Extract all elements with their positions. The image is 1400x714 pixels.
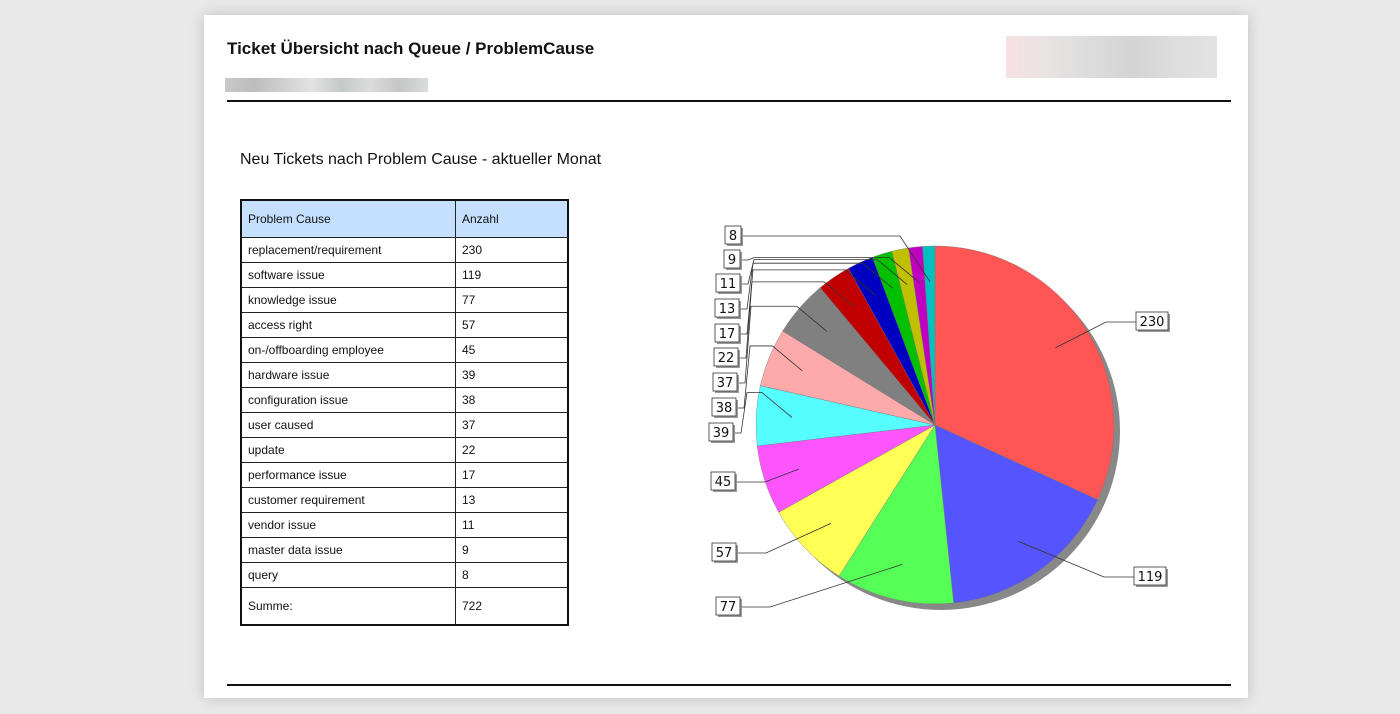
label-leader-line <box>735 468 799 483</box>
data-label-box <box>712 372 738 392</box>
count-cell: 722 <box>455 587 569 626</box>
data-label-box <box>713 347 739 367</box>
table-sum-row: Summe: 722 <box>240 587 569 626</box>
label-leader-line <box>736 522 832 554</box>
data-label: 39 <box>713 426 730 441</box>
label-leader-line <box>733 392 793 434</box>
data-label-box <box>714 298 740 318</box>
count-cell: 38 <box>455 387 569 413</box>
table-row: software issue 119 <box>240 262 569 288</box>
cause-cell: replacement/requirement <box>240 237 456 263</box>
cause-cell: update <box>240 437 456 463</box>
data-label-box <box>724 225 742 245</box>
label-leader-line <box>740 257 920 283</box>
data-label: 22 <box>718 351 735 366</box>
cause-cell: vendor issue <box>240 512 456 538</box>
cause-cell: access right <box>240 312 456 338</box>
pie-slice <box>922 245 936 426</box>
data-label: 8 <box>729 229 737 244</box>
cause-cell: master data issue <box>240 537 456 563</box>
data-label-box <box>708 422 734 442</box>
table-header: Problem Cause Anzahl <box>240 199 569 238</box>
data-label-box <box>710 471 736 491</box>
data-label-box <box>715 273 741 293</box>
data-label-box <box>711 397 737 417</box>
label-leader-line <box>1018 540 1134 578</box>
label-leader-line <box>740 564 903 608</box>
table-row: performance issue 17 <box>240 462 569 488</box>
data-label: 45 <box>715 475 732 490</box>
report-title: Ticket Übersicht nach Queue / ProblemCau… <box>227 39 595 58</box>
data-label-box <box>714 323 740 343</box>
cause-cell: Summe: <box>240 587 456 626</box>
cause-cell: software issue <box>240 262 456 288</box>
label-leader-line <box>740 259 908 285</box>
data-label: 37 <box>717 376 734 391</box>
count-cell: 13 <box>455 487 569 513</box>
table-row: vendor issue 11 <box>240 512 569 538</box>
cause-cell: customer requirement <box>240 487 456 513</box>
data-label: 57 <box>716 546 733 561</box>
count-cell: 119 <box>455 262 569 288</box>
data-label-box <box>1133 566 1167 586</box>
cause-cell: knowledge issue <box>240 287 456 313</box>
count-cell: Anzahl <box>455 199 569 238</box>
label-leader-line <box>737 305 827 384</box>
data-label: 230 <box>1140 315 1165 330</box>
header-divider <box>227 100 1231 102</box>
data-label: 119 <box>1138 570 1163 585</box>
cause-cell: on-/offboarding employee <box>240 337 456 363</box>
redacted-subtitle <box>225 78 428 92</box>
table-row: query 8 <box>240 562 569 588</box>
count-cell: 11 <box>455 512 569 538</box>
cause-cell: performance issue <box>240 462 456 488</box>
footer-divider <box>227 684 1231 686</box>
redacted-logo <box>1006 36 1217 78</box>
cause-cell: configuration issue <box>240 387 456 413</box>
table-row: master data issue 9 <box>240 537 569 563</box>
pie-slice <box>838 424 954 605</box>
data-label: 38 <box>716 401 733 416</box>
count-cell: 57 <box>455 312 569 338</box>
count-cell: 45 <box>455 337 569 363</box>
label-leader-line <box>739 269 876 335</box>
count-cell: 8 <box>455 562 569 588</box>
table-row: on-/offboarding employee 45 <box>240 337 569 363</box>
data-label: 13 <box>719 302 736 317</box>
pie-slice <box>934 424 1098 604</box>
data-label: 11 <box>720 277 737 292</box>
cause-cell: query <box>240 562 456 588</box>
table-row: access right 57 <box>240 312 569 338</box>
label-leader-line <box>736 345 803 409</box>
data-label-box <box>723 249 741 269</box>
problem-cause-table: Problem Cause Anzahl replacement/requireme… <box>240 199 569 626</box>
table-row: knowledge issue 77 <box>240 287 569 313</box>
cause-cell: Problem Cause <box>240 199 456 238</box>
label-leader-line <box>741 235 931 283</box>
data-label-box <box>711 542 737 562</box>
count-cell: 37 <box>455 412 569 438</box>
label-leader-line <box>1055 321 1136 349</box>
data-label: 9 <box>728 253 736 268</box>
data-label-box <box>1135 311 1169 331</box>
data-label: 77 <box>720 600 737 615</box>
data-label-box <box>715 596 741 616</box>
section-title: Neu Tickets nach Problem Cause - aktuell… <box>240 151 602 168</box>
pie-slice <box>934 245 1115 501</box>
table-row: customer requirement 13 <box>240 487 569 513</box>
table-row: configuration issue 38 <box>240 387 569 413</box>
data-label: 17 <box>719 327 736 342</box>
